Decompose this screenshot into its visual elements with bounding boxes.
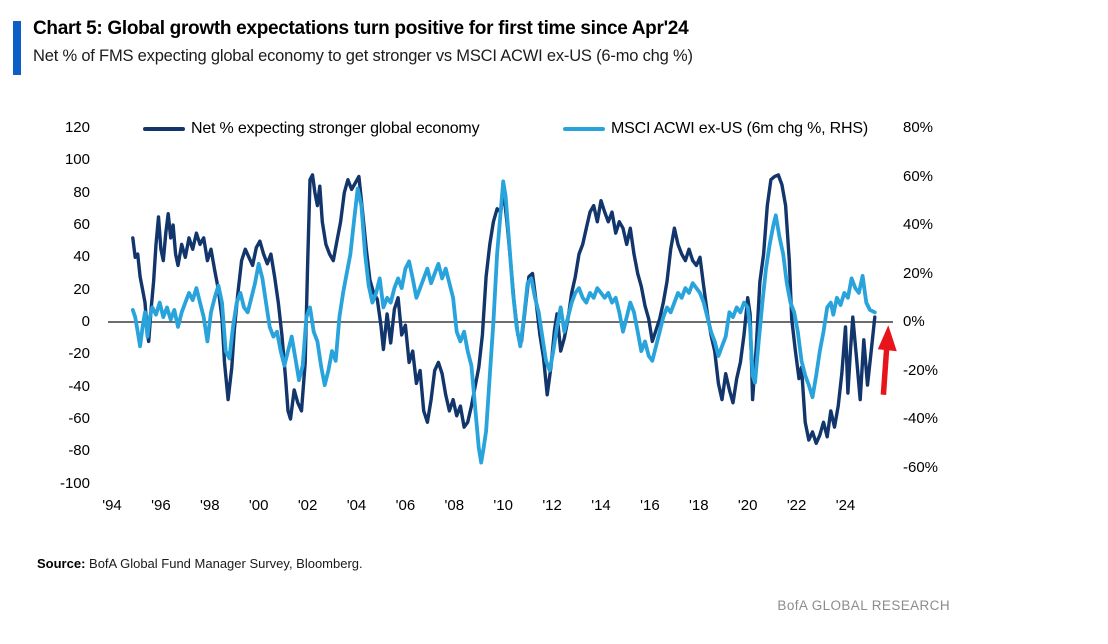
y-axis-left-tick: 100 [64, 151, 90, 169]
source-note: Source: BofA Global Fund Manager Survey,… [37, 556, 363, 571]
x-axis-tick: '08 [444, 497, 465, 514]
red-up-arrow-icon [877, 325, 897, 352]
legend-item-net-pct: Net % expecting stronger global economy [143, 120, 480, 137]
title-accent-bar [13, 21, 21, 75]
x-axis-tick: '14 [591, 497, 611, 514]
legend-label-net-pct: Net % expecting stronger global economy [191, 120, 480, 137]
chart-title: Chart 5: Global growth expectations turn… [33, 18, 689, 39]
y-axis-left-tick: -80 [68, 442, 90, 460]
y-axis-left-tick: -20 [68, 345, 90, 363]
y-axis-right-tick: 40% [903, 216, 934, 233]
y-axis-right-tick: 80% [903, 119, 934, 136]
x-axis-tick: '22 [786, 497, 807, 514]
y-axis-left-tick: -60 [68, 410, 90, 427]
x-axis-tick: '20 [737, 497, 758, 514]
x-axis-tick: '06 [395, 497, 416, 514]
x-axis-tick: '16 [640, 497, 660, 514]
brand-footer: BofA GLOBAL RESEARCH [777, 598, 950, 613]
legend-swatch-msci-line [563, 126, 605, 132]
y-axis-left-tick: 60 [73, 215, 90, 233]
msci-line [130, 179, 877, 465]
y-axis-left-tick: -100 [59, 474, 90, 492]
x-axis-tick: '02 [297, 497, 318, 514]
x-axis-tick: '12 [542, 497, 562, 514]
x-axis-tick: '96 [151, 497, 171, 514]
legend-label-msci: MSCI ACWI ex-US (6m chg %, RHS) [611, 120, 868, 137]
x-axis-tick: '04 [346, 497, 367, 514]
x-axis-tick: '00 [248, 497, 269, 514]
y-axis-left-tick: 20 [73, 280, 90, 298]
red-up-arrow-shaft [880, 346, 890, 395]
y-axis-right-tick: -60% [903, 458, 939, 476]
y-axis-right-tick: 20% [903, 264, 934, 282]
x-axis-tick: '10 [493, 497, 513, 514]
y-axis-left-tick: 0 [81, 313, 90, 330]
source-text: BofA Global Fund Manager Survey, Bloombe… [85, 556, 363, 571]
x-axis-tick: '18 [689, 497, 709, 514]
x-axis-tick: '98 [200, 497, 220, 514]
source-label: Source: [37, 556, 86, 571]
y-axis-left-tick: 80 [73, 183, 90, 201]
legend-swatch-net-pct-line [143, 126, 185, 132]
net-pct-line [131, 173, 877, 445]
y-axis-right-tick: 0% [903, 313, 925, 330]
y-axis-right-tick: -20% [903, 361, 939, 379]
y-axis-right-tick: -40% [903, 410, 939, 427]
legend-item-msci: MSCI ACWI ex-US (6m chg %, RHS) [563, 120, 868, 137]
x-axis-tick: '94 [102, 497, 122, 514]
y-axis-left-tick: 120 [64, 118, 90, 136]
x-axis-tick: '24 [835, 497, 856, 514]
y-axis-left-tick: 40 [73, 248, 90, 266]
y-axis-right-tick: 60% [903, 167, 934, 185]
y-axis-left-tick: -40 [68, 377, 90, 395]
chart-subtitle: Net % of FMS expecting global economy to… [33, 47, 693, 65]
